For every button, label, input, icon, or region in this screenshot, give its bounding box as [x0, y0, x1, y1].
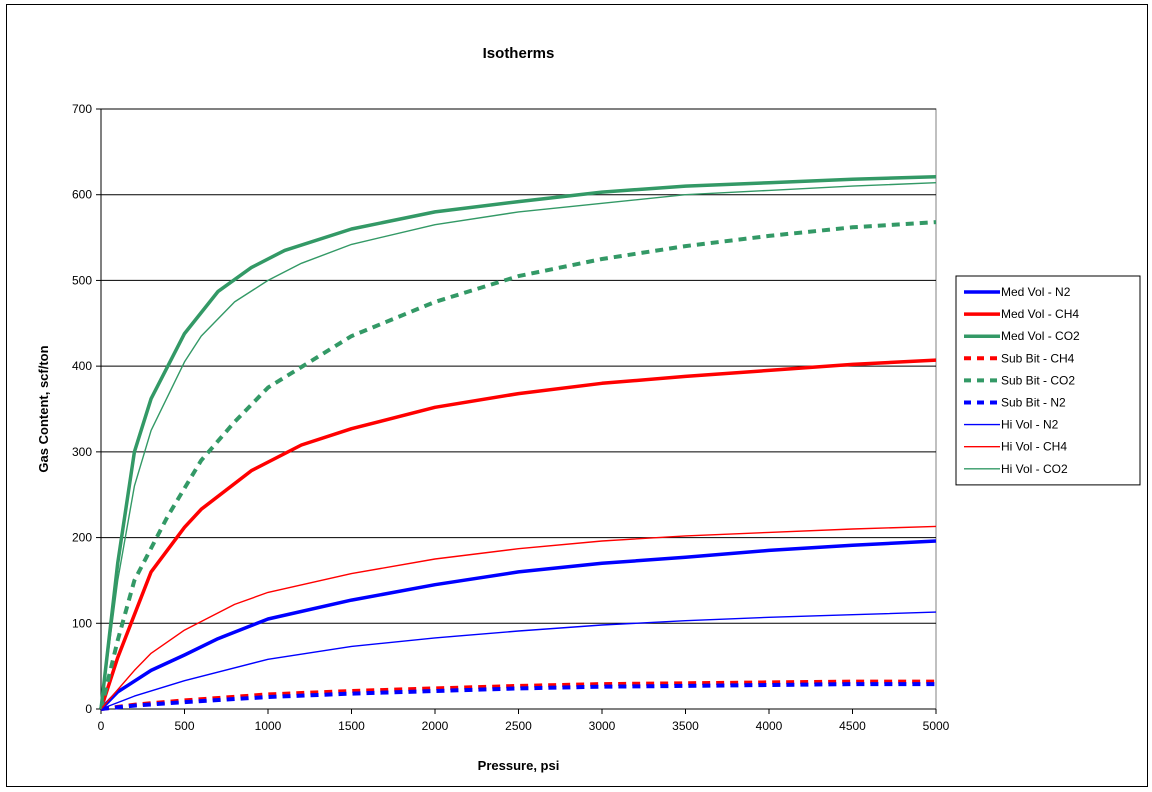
series-line-hi-vol-n2 [100, 611, 937, 710]
series-line-sub-bit-n2 [100, 682, 936, 711]
legend-label: Hi Vol - N2 [1001, 418, 1059, 432]
x-tick-label: 4000 [756, 719, 783, 733]
x-tick-label: 3000 [589, 719, 616, 733]
y-tick-label: 400 [72, 359, 92, 373]
legend-label: Med Vol - N2 [1001, 285, 1071, 299]
x-tick-label: 3500 [672, 719, 699, 733]
legend-label: Sub Bit - CO2 [1001, 373, 1075, 387]
legend-box [955, 275, 1141, 486]
legend-label: Med Vol - CH4 [1001, 307, 1079, 321]
legend-label: Sub Bit - N2 [1001, 396, 1066, 410]
x-tick-label: 4500 [839, 719, 866, 733]
x-tick-label: 0 [98, 719, 105, 733]
legend-label: Sub Bit - CH4 [1001, 351, 1075, 365]
x-tick-label: 1000 [255, 719, 282, 733]
y-axis-title: Gas Content, scf/ton [36, 345, 51, 472]
series-line-hi-vol-co2 [100, 182, 937, 710]
legend: Med Vol - N2 Med Vol - CH4 Med Vol - CO2 Su… [955, 275, 1141, 486]
x-tick-label: 2500 [505, 719, 532, 733]
plot-area [100, 108, 937, 710]
y-tick-label: 700 [72, 102, 92, 116]
legend-label: Med Vol - CO2 [1001, 329, 1080, 343]
y-tick-label: 500 [72, 273, 92, 287]
y-tick-label: 200 [72, 531, 92, 545]
x-tick-labels: 0 500 1000 1500 2000 2500 3000 3500 4000 4500 5000 [98, 709, 950, 733]
legend-label: Hi Vol - CH4 [1001, 440, 1067, 454]
series-line-hi-vol-ch4 [100, 525, 937, 710]
series-line-med-vol-ch4 [99, 358, 937, 710]
series-lines [99, 174, 937, 711]
gridlines [101, 108, 936, 624]
chart-title: Isotherms [483, 45, 555, 62]
x-tick-label: 500 [174, 719, 194, 733]
x-tick-label: 5000 [923, 719, 950, 733]
series-line-med-vol-n2 [99, 539, 937, 711]
legend-label: Hi Vol - CO2 [1001, 462, 1068, 476]
y-tick-label: 600 [72, 188, 92, 202]
series-line-med-vol-co2 [99, 174, 937, 710]
x-tick-label: 2000 [422, 719, 449, 733]
y-tick-label: 0 [85, 702, 92, 716]
y-tick-labels: 0 100 200 300 400 500 600 700 [72, 102, 101, 716]
x-axis-title: Pressure, psi [478, 758, 560, 773]
series-line-sub-bit-co2 [99, 220, 937, 710]
x-tick-label: 1500 [338, 719, 365, 733]
y-tick-label: 300 [72, 445, 92, 459]
y-tick-label: 100 [72, 616, 92, 630]
